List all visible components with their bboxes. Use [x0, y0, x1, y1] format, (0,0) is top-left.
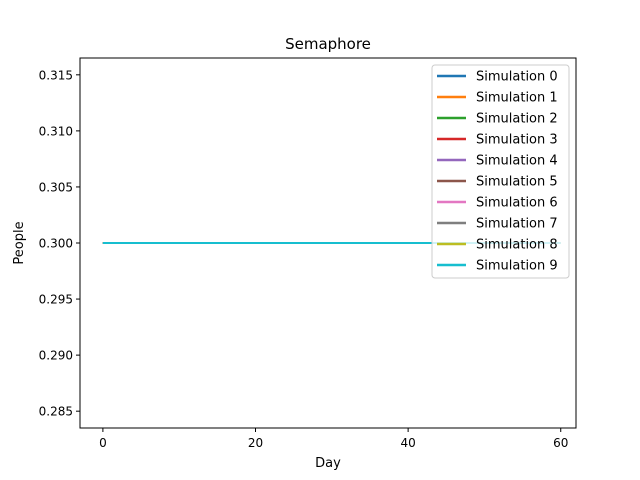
legend-label-9: Simulation 9 [476, 259, 558, 274]
y-axis: 0.285 0.290 0.295 0.300 0.305 0.310 0.315 [39, 68, 80, 419]
y-tick-label: 0.300 [39, 237, 73, 251]
x-axis: 0 20 40 60 [99, 428, 568, 450]
y-tick-label: 0.285 [39, 405, 73, 419]
legend-label-3: Simulation 3 [476, 133, 558, 148]
legend-label-0: Simulation 0 [476, 70, 558, 85]
legend-box [431, 64, 570, 279]
legend-label-2: Simulation 2 [476, 112, 558, 127]
legend-label-6: Simulation 6 [476, 196, 558, 211]
y-tick-label: 0.290 [39, 349, 73, 363]
x-axis-label: Day [315, 456, 341, 471]
chart-title: Semaphore [285, 35, 371, 53]
x-tick-label: 20 [248, 436, 263, 450]
y-tick-label: 0.295 [39, 293, 73, 307]
legend-label-7: Simulation 7 [476, 217, 558, 232]
legend: Simulation 0 Simulation 1 Simulation 2 Simu… [431, 64, 570, 279]
legend-label-8: Simulation 8 [476, 238, 558, 253]
y-tick-label: 0.310 [39, 124, 73, 138]
x-tick-label: 0 [99, 436, 107, 450]
legend-label-4: Simulation 4 [476, 154, 558, 169]
y-tick-label: 0.315 [39, 68, 73, 82]
y-tick-label: 0.305 [39, 180, 73, 194]
legend-label-5: Simulation 5 [476, 175, 558, 190]
y-axis-label: People [12, 221, 27, 264]
legend-label-1: Simulation 1 [476, 91, 558, 106]
x-tick-label: 40 [400, 436, 415, 450]
x-tick-label: 60 [553, 436, 568, 450]
